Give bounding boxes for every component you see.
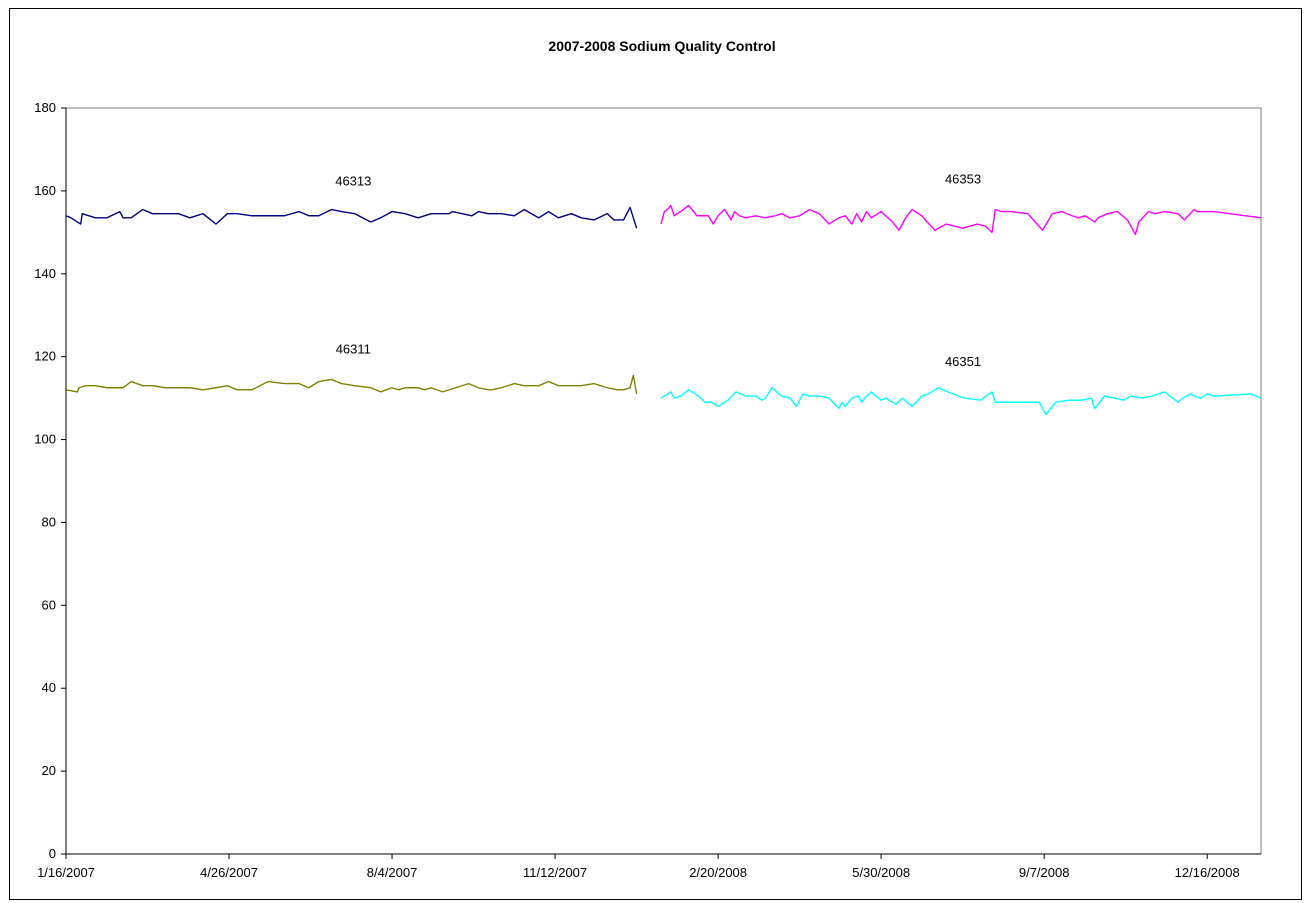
series-line-46353 [660, 204, 1262, 236]
x-tick-label: 12/16/2008 [1175, 865, 1240, 880]
y-tick-label: 100 [34, 432, 56, 447]
y-tick-label: 120 [34, 349, 56, 364]
x-tick-label: 2/20/2008 [689, 865, 747, 880]
series-label-46351: 46351 [945, 354, 981, 369]
y-tick-label: 60 [42, 597, 56, 612]
plot-area-border [65, 107, 1262, 855]
y-tick-label: 140 [34, 266, 56, 281]
y-tick-label: 40 [42, 680, 56, 695]
series-label-46311: 46311 [336, 341, 371, 356]
x-axis-ticks: 1/16/2007 4/26/2007 8/4/2007 11/12/2007 2/20… [37, 854, 1240, 880]
series-label-46313: 46313 [335, 173, 371, 188]
x-tick-label: 1/16/2007 [37, 865, 95, 880]
y-axis-ticks: 0 20 40 60 80 100 120 140 160 180 [34, 100, 66, 861]
x-tick-label: 11/12/2007 [523, 865, 587, 880]
x-tick-label: 5/30/2008 [852, 865, 910, 880]
series-label-46353: 46353 [945, 171, 981, 186]
x-tick-label: 4/26/2007 [200, 865, 258, 880]
x-tick-label: 9/7/2008 [1019, 865, 1070, 880]
chart-area: 2007-2008 Sodium Quality Control 0 20 40 60… [9, 8, 1302, 900]
y-tick-label: 160 [34, 183, 56, 198]
series-line-46351 [660, 387, 1262, 416]
x-tick-label: 8/4/2007 [367, 865, 418, 880]
series-line-46313 [65, 206, 638, 229]
y-tick-label: 180 [34, 100, 56, 115]
chart-title: 2007-2008 Sodium Quality Control [548, 38, 775, 54]
line-chart: 2007-2008 Sodium Quality Control 0 20 40 60… [34, 38, 1262, 880]
y-tick-label: 20 [42, 763, 56, 778]
y-tick-label: 80 [42, 514, 56, 529]
series-layer [65, 204, 1262, 416]
axes [65, 107, 1262, 855]
series-line-46311 [65, 374, 638, 395]
series-labels: 46313 46311 46353 46351 [335, 171, 981, 368]
y-tick-label: 0 [49, 846, 56, 861]
